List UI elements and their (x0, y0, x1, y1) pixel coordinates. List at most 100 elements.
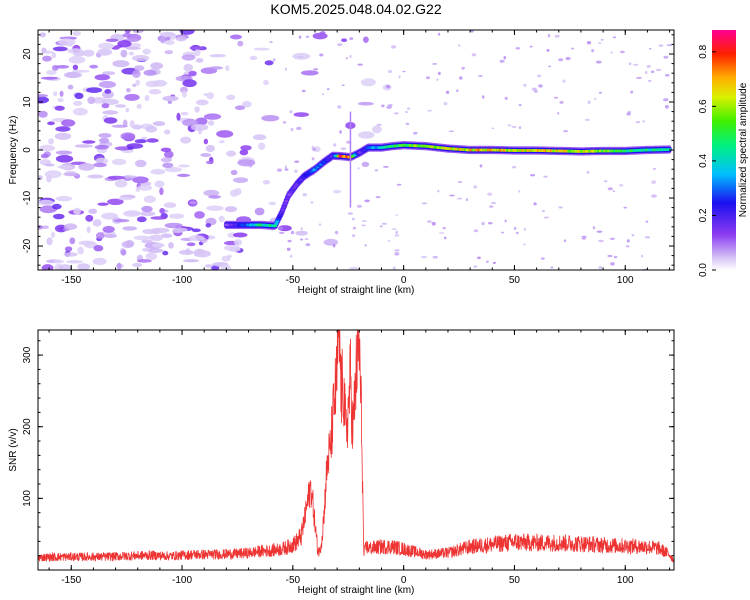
noise-speckle (357, 63, 364, 66)
noise-speckle (630, 90, 634, 94)
noise-speckle (136, 103, 142, 110)
noise-speckle (300, 238, 304, 241)
noise-speckle (286, 247, 291, 251)
noise-speckle (168, 242, 174, 249)
colorbar-tick-label: 0.8 (698, 44, 709, 58)
noise-speckle (537, 74, 542, 78)
spectrogram-y-axis-title: Frequency (Hz) (8, 116, 19, 185)
noise-speckle (598, 91, 603, 94)
noise-speckle (209, 54, 226, 58)
noise-speckle (125, 46, 141, 50)
noise-speckle (194, 48, 201, 57)
noise-speckle (163, 33, 168, 38)
noise-speckle (300, 227, 303, 231)
y-tick-label: 20 (22, 48, 33, 60)
noise-speckle (481, 221, 485, 226)
noise-speckle (396, 183, 402, 186)
noise-speckle (61, 119, 76, 127)
noise-speckle (363, 36, 369, 43)
noise-speckle (233, 239, 243, 246)
noise-speckle (120, 132, 136, 141)
signal-core (278, 213, 283, 217)
noise-speckle (518, 104, 522, 107)
noise-speckle (120, 49, 128, 58)
colorbar-tick-label: 0.2 (698, 208, 709, 222)
noise-speckle (145, 125, 158, 133)
noise-speckle (595, 60, 602, 64)
noise-speckle (218, 215, 225, 223)
noise-speckle (478, 75, 483, 77)
noise-speckle (183, 259, 200, 263)
x-tick-label: -50 (286, 575, 301, 586)
noise-speckle (163, 129, 171, 135)
noise-speckle (581, 235, 587, 238)
noise-speckle (122, 175, 137, 179)
noise-speckle (50, 231, 56, 238)
noise-speckle (53, 213, 65, 220)
noise-speckle (55, 150, 73, 155)
noise-speckle (645, 220, 649, 223)
noise-speckle (436, 78, 439, 81)
noise-speckle (125, 107, 130, 113)
noise-speckle (394, 112, 399, 115)
noise-speckle (503, 56, 507, 60)
noise-speckle (72, 64, 79, 71)
noise-speckle (150, 62, 164, 70)
noise-speckle (459, 76, 463, 80)
noise-speckle (294, 169, 298, 173)
noise-speckle (623, 206, 628, 209)
noise-speckle (216, 130, 234, 138)
noise-speckle (277, 226, 284, 230)
noise-speckle (180, 136, 192, 144)
noise-speckle (175, 36, 187, 42)
noise-speckle (233, 232, 248, 238)
noise-speckle (473, 265, 478, 268)
noise-speckle (203, 93, 208, 96)
colorbar: 0.0 0.2 0.4 0.6 0.8 Normalized spectral ampl… (698, 30, 749, 277)
noise-speckle (352, 226, 356, 230)
noise-speckle (437, 190, 440, 193)
noise-speckle (41, 264, 54, 270)
noise-speckle (98, 80, 117, 89)
noise-speckle (152, 121, 166, 127)
noise-speckle (113, 219, 130, 223)
noise-speckle (553, 96, 559, 99)
colorbar-tick-label: 0.0 (698, 263, 709, 277)
noise-speckle (523, 227, 527, 231)
noise-speckle (78, 163, 95, 171)
noise-speckle (224, 206, 238, 213)
noise-speckle (306, 72, 312, 75)
noise-speckle (118, 196, 133, 201)
noise-speckle (233, 177, 249, 184)
noise-speckle (189, 46, 203, 50)
noise-speckle (239, 149, 249, 156)
noise-speckle (357, 167, 360, 170)
noise-speckle (151, 227, 170, 234)
noise-speckle (152, 79, 168, 87)
noise-speckle (619, 184, 624, 187)
noise-speckle (114, 179, 128, 188)
noise-speckle (586, 171, 590, 174)
noise-speckle (641, 254, 644, 258)
noise-speckle (586, 41, 592, 45)
noise-speckle (394, 249, 400, 252)
noise-speckle (41, 76, 58, 80)
noise-speckle (305, 243, 311, 247)
noise-speckle (319, 53, 324, 57)
signal-core (283, 202, 288, 206)
noise-speckle (664, 74, 670, 77)
noise-speckle (200, 153, 212, 157)
noise-speckle (445, 90, 450, 94)
noise-speckle (381, 222, 388, 225)
noise-speckle (598, 265, 603, 270)
noise-speckle (442, 227, 447, 230)
noise-speckle (361, 161, 370, 167)
noise-speckle (38, 225, 44, 230)
noise-speckle (159, 31, 176, 38)
noise-speckle (581, 237, 586, 240)
noise-speckle (169, 213, 185, 219)
noise-speckle (562, 79, 566, 83)
noise-speckle (398, 75, 401, 79)
noise-speckle (160, 36, 166, 44)
noise-speckle (178, 249, 194, 255)
